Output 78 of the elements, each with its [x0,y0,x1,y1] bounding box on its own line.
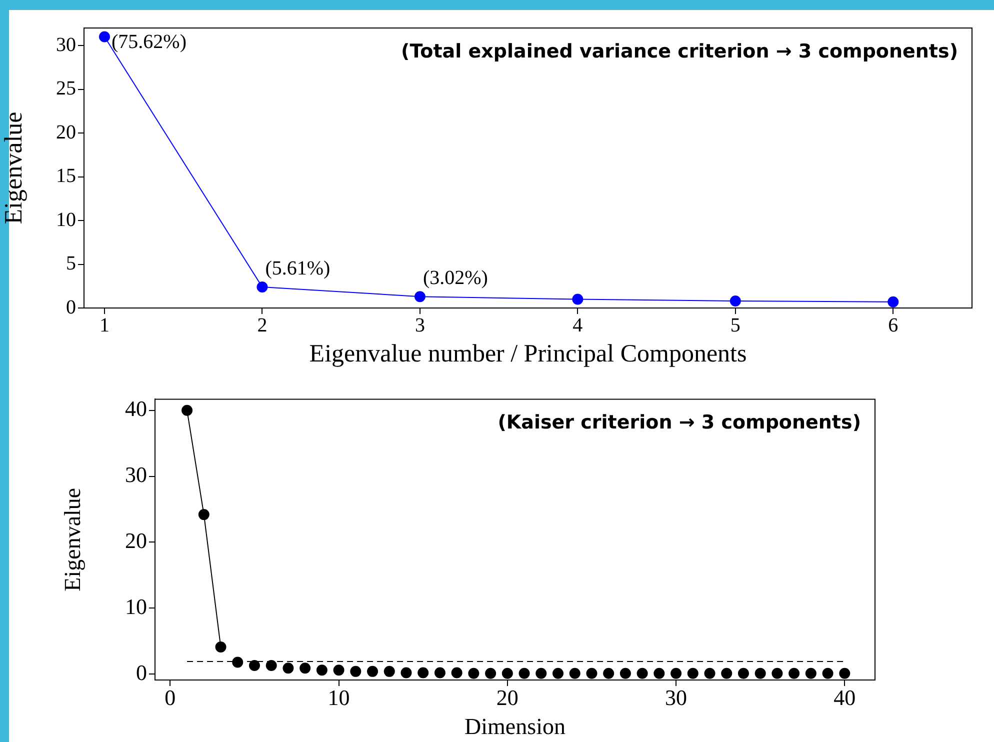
point [99,31,110,42]
x-tick-label: 40 [834,684,856,710]
point [232,656,244,668]
point [434,667,446,678]
point [266,660,277,671]
point [822,668,834,679]
point [569,668,580,679]
x-axis-title: Dimension [464,714,566,740]
point [687,668,698,679]
point [414,291,426,302]
point [636,668,648,679]
point [536,668,547,679]
point [502,668,513,679]
point [772,668,783,679]
y-axis-title: Eigenvalue [60,488,85,592]
x-tick-label: 5 [730,314,740,336]
y-axis-title: Eigenvalue [0,112,28,224]
point [248,660,260,671]
x-tick-label: 3 [414,314,425,336]
point [586,668,598,679]
point [704,668,716,679]
point [300,662,311,674]
y-tick-label: 15 [56,165,76,187]
x-tick-label: 2 [257,314,268,336]
y-tick-label: 10 [125,594,147,619]
annotation: (Kaiser criterion → 3 components) [498,412,861,434]
point [468,668,480,679]
y-tick-label: 20 [125,528,147,554]
x-tick-label: 20 [496,684,518,710]
point [198,509,210,520]
point [788,668,800,679]
y-tick-label: 40 [125,396,147,422]
y-tick-label: 0 [136,660,147,685]
point [654,668,665,679]
point [572,294,584,305]
point [805,668,816,679]
point [485,668,496,679]
point [721,668,732,679]
point [730,296,741,306]
point [400,667,412,678]
point [518,668,530,679]
point [418,667,429,678]
annotation: (5.61%) [265,257,330,280]
x-axis-title: Eigenvalue number / Principal Components [309,340,747,368]
y-tick-label: 5 [66,252,76,274]
x-tick-label: 10 [328,684,350,710]
point [738,668,749,679]
point [282,662,294,674]
point [367,666,378,677]
y-tick-label: 30 [56,34,76,56]
point [552,668,564,679]
x-tick-label: 1 [100,314,110,336]
y-tick-label: 20 [56,121,76,144]
point [215,642,226,653]
y-tick-label: 10 [56,208,76,231]
point [384,666,395,677]
y-tick-label: 30 [125,462,147,488]
point [350,666,362,677]
annotation: (3.02%) [422,266,488,289]
point [333,664,344,676]
point [620,668,631,679]
annotation: (Total explained variance criterion → 3 components) [401,40,958,62]
annotation: (75.62%) [112,31,186,53]
x-tick-label: 4 [572,314,583,336]
x-tick-label: 6 [888,314,898,336]
point [839,668,850,679]
point [754,668,766,679]
x-tick-label: 30 [665,684,688,710]
point [316,664,328,676]
y-tick-label: 25 [56,78,76,100]
point [451,667,462,678]
point [182,404,193,416]
point [670,668,682,679]
point [888,296,899,308]
x-tick-label: 0 [164,684,176,710]
point [603,668,614,679]
y-tick-label: 0 [66,296,76,318]
point [256,282,268,292]
